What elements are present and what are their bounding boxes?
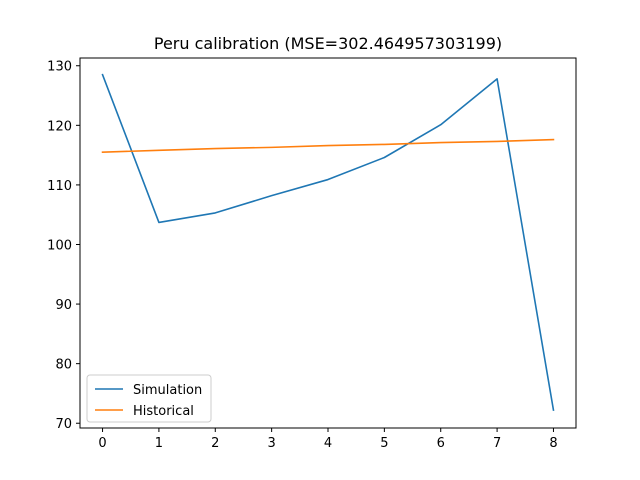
legend-label-simulation: Simulation [133, 383, 202, 398]
x-axis: 0 1 2 3 4 5 6 7 8 [98, 428, 558, 451]
x-tick-label: 5 [380, 436, 388, 451]
y-tick-label: 100 [47, 238, 72, 253]
plot-frame [79, 57, 577, 429]
x-tick-label: 4 [324, 436, 332, 451]
x-tick-label: 1 [155, 436, 163, 451]
x-tick-label: 6 [437, 436, 445, 451]
chart-title: Peru calibration (MSE=302.464957303199) [154, 34, 502, 53]
x-tick-label: 8 [549, 436, 557, 451]
legend-label-historical: Historical [133, 404, 194, 419]
y-tick-label: 90 [55, 298, 72, 313]
y-tick-label: 130 [47, 60, 72, 75]
y-axis: 70 80 90 100 110 120 130 [47, 60, 80, 432]
y-tick-label: 120 [47, 119, 72, 134]
y-tick-label: 80 [55, 358, 72, 373]
x-tick-label: 0 [98, 436, 106, 451]
plot-series [101, 73, 555, 412]
legend: Simulation Historical [86, 374, 212, 423]
x-tick-label: 7 [493, 436, 501, 451]
x-tick-label: 3 [267, 436, 275, 451]
series-line-historical [101, 138, 555, 153]
x-tick-label: 2 [211, 436, 219, 451]
series-line-simulation [101, 73, 555, 412]
y-tick-label: 70 [55, 417, 72, 432]
y-tick-label: 110 [47, 179, 72, 194]
